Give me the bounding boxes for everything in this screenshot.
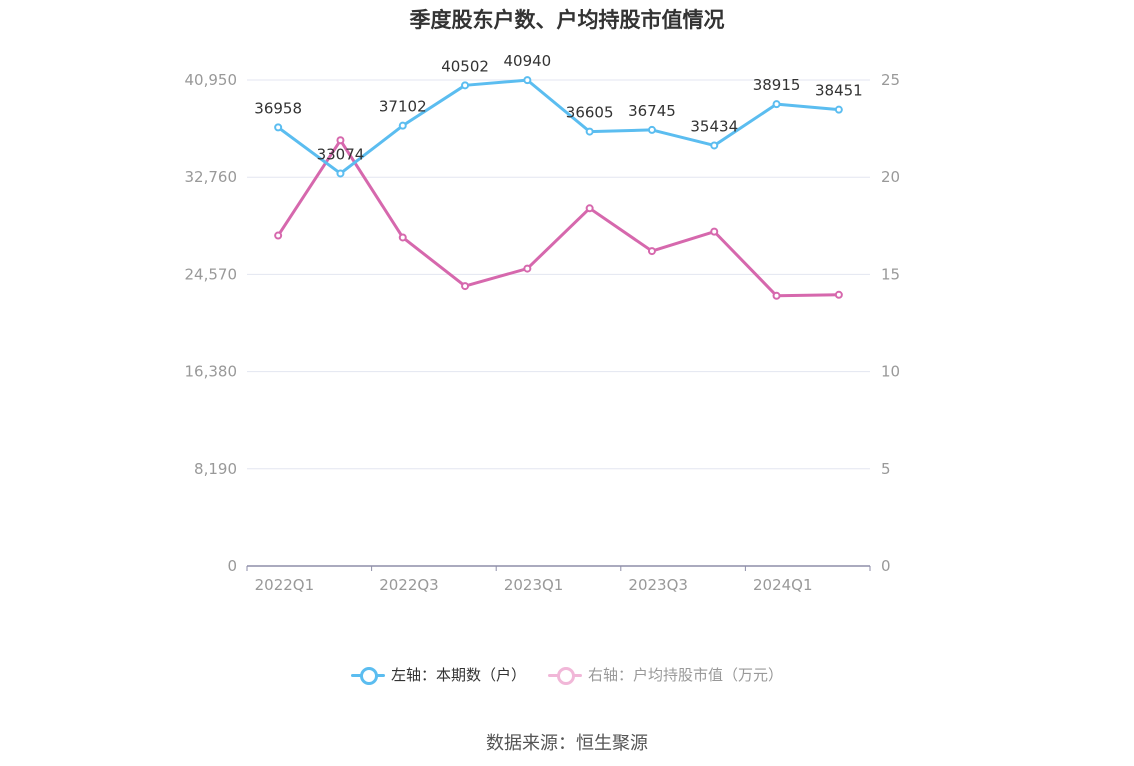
legend-right-icon [548,665,582,685]
right-series-point [274,231,283,240]
right-tick-label: 5 [881,460,891,478]
right-tick-label: 25 [881,71,900,89]
series-left [274,76,843,178]
legend-left-icon [350,665,385,685]
left-series-point [834,105,843,114]
data-label: 36958 [254,99,302,117]
left-tick-label: 32,760 [185,168,238,186]
data-label: 36745 [628,102,676,120]
left-series-point [274,123,283,132]
left-tick-label: 40,950 [185,71,238,89]
right-series-point [398,233,407,242]
left-tick-label: 0 [227,557,237,575]
right-series-point [710,227,719,236]
right-tick-label: 15 [881,265,900,283]
left-series-point [523,76,532,85]
left-series-point [585,127,594,136]
legend-item-right[interactable]: 右轴：户均持股市值（万元） [548,664,783,685]
x-tick-label: 2023Q3 [628,576,688,594]
left-series-line [277,78,839,175]
legend: 左轴：本期数（户） 右轴：户均持股市值（万元） [0,664,1134,685]
left-series-point [398,121,407,130]
x-tick-label: 2022Q3 [379,576,439,594]
x-tick-label: 2022Q1 [255,576,315,594]
left-series-point [647,125,656,134]
data-label: 35434 [690,117,738,135]
left-axis-ticks: 0 8,190 16,380 24,570 32,760 40,950 [185,71,238,575]
right-series-point [772,291,781,300]
right-axis-ticks: 0 5 10 15 20 25 [881,71,900,575]
right-series-point [336,136,345,145]
right-tick-label: 20 [881,168,900,186]
data-label: 36605 [566,104,614,122]
data-label: 40940 [503,52,551,70]
data-label: 33074 [317,145,365,163]
data-label: 38451 [815,82,863,100]
data-source: 数据来源：恒生聚源 [486,733,648,754]
right-series-point [585,204,594,213]
right-tick-label: 0 [881,557,891,575]
right-series-point [647,247,656,256]
left-tick-label: 16,380 [185,363,238,381]
legend-right-label: 右轴：户均持股市值（万元） [588,666,784,684]
right-series-point [461,282,470,291]
left-series-point [461,81,470,90]
left-tick-label: 8,190 [194,460,237,478]
right-series-point [834,290,843,299]
x-tick-label: 2023Q1 [504,576,564,594]
series-right [274,136,843,300]
chart-title: 季度股东户数、户均持股市值情况 [409,8,725,32]
left-series-point [710,141,719,150]
data-labels: 36958 33074 37102 40502 40940 36605 36745 35434… [254,52,862,163]
legend-item-left[interactable]: 左轴：本期数（户） [350,664,526,685]
right-series-point [523,264,532,273]
grid-lines [247,79,870,567]
left-series-point [772,100,781,109]
right-tick-label: 10 [881,363,900,381]
left-series-point [336,169,345,178]
left-tick-label: 24,570 [185,265,238,283]
x-tick-label: 2024Q1 [753,576,813,594]
data-label: 38915 [753,76,801,94]
right-series-line [276,138,839,298]
x-axis-ticks: 2022Q1 2022Q3 2023Q1 2023Q3 2024Q1 [246,566,871,594]
data-label: 40502 [441,57,489,75]
data-label: 37102 [379,98,427,116]
legend-left-label: 左轴：本期数（户） [390,666,526,684]
